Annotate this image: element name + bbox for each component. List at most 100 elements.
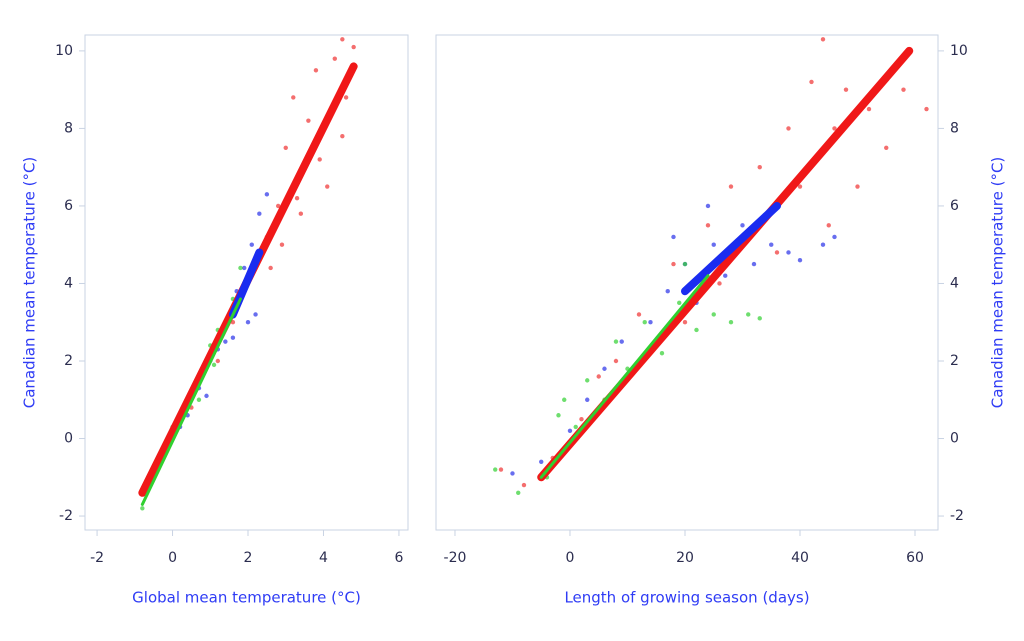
scatter-point [556,413,561,418]
scatter-point [291,95,296,100]
scatter-point [769,242,774,247]
scatter-point [332,56,337,61]
y-tick-label: 0 [64,431,73,447]
scatter-point [325,184,330,189]
scatter-point [665,289,670,294]
fit-line [539,274,710,479]
scatter-point [215,358,221,364]
scatter-point [264,192,270,197]
scatter-point [855,184,860,189]
scatter-point [140,506,145,511]
plot-area [493,37,929,495]
scatter-point [659,351,665,356]
scatter-point [820,37,826,42]
scatter-point [298,211,304,216]
scatter-point [740,223,745,228]
scatter-point [728,184,734,189]
plot-frame [84,34,409,531]
x-tick-label: 40 [791,550,809,566]
y-tick-label: 2 [64,353,73,369]
scatter-point [516,490,521,495]
y-tick-label: 0 [950,431,959,447]
scatter-point [340,37,345,42]
fit-line [680,201,781,296]
scatter-point [751,261,757,267]
x-tick-label: 20 [676,550,694,566]
scatter-point [294,195,300,201]
scatter-point [493,467,498,472]
scatter-point [230,335,236,340]
scatter-point [613,358,619,364]
fit-line [537,46,914,482]
scatter-point [924,106,929,112]
x-tick-label: -2 [90,550,104,566]
scatter-point [820,242,826,247]
scatter-point [677,300,682,306]
scatter-point [613,339,619,344]
scatter-point [211,362,217,368]
scatter-point [253,312,258,317]
scatter-point [340,133,345,139]
scatter-point [682,261,688,267]
scatter-point [498,467,504,472]
x-tick-label: 0 [168,550,177,566]
y-tick-label: 8 [64,120,73,136]
scatter-point [797,184,803,189]
scatter-point [728,320,734,325]
scatter-point [711,312,716,317]
scatter-point [343,95,349,100]
y-tick-label: -2 [59,508,73,524]
scatter-point [746,312,751,317]
scatter-point [619,339,624,344]
scatter-point [901,87,906,92]
scatter-point [521,482,527,488]
scatter-point [510,471,515,476]
scatter-point [723,273,728,278]
scatter-point [283,145,288,150]
scatter-point [351,44,356,50]
scatter-point [757,164,762,170]
plot-frame [435,34,939,531]
scatter-point [648,320,653,325]
x-axis-label: Length of growing season (days) [564,589,809,607]
scatter-point [671,261,676,267]
scatter-point [786,250,791,255]
scatter-point [757,316,762,321]
scatter-point [797,258,803,263]
scatter-point [866,106,872,112]
scatter-point [711,242,716,247]
y-axis-label: Canadian mean temperature (°C) [21,157,39,409]
scatter-point [279,242,285,247]
scatter-point [636,312,642,317]
scatter-point [242,265,247,271]
scatter-point [596,374,601,379]
scatter-point [317,157,322,162]
scatter-point [585,397,590,402]
scatter-point [717,281,722,286]
fit-line [140,297,242,506]
y-tick-label: 4 [950,275,959,291]
y-tick-label: -2 [950,508,964,524]
scatter-point [196,397,202,402]
y-tick-label: 8 [950,120,959,136]
y-tick-label: 4 [64,275,73,291]
scatter-point [238,265,243,271]
scatter-point [562,397,567,402]
x-tick-label: -20 [444,550,467,566]
scatter-point [832,126,837,131]
y-tick-label: 6 [950,198,959,214]
scatter-point [573,424,578,430]
x-tick-label: 0 [566,550,575,566]
scatter-point [826,223,831,228]
y-tick-label: 10 [950,43,968,59]
scatter-point [223,339,228,344]
scatter-point [313,68,319,73]
x-tick-label: 2 [244,550,253,566]
scatter-point [671,234,676,240]
x-tick-label: 4 [319,550,328,566]
scatter-point [682,320,688,325]
scatter-point [257,211,262,216]
scatter-point [567,428,573,433]
scatter-point [268,265,273,271]
plot-area [138,37,358,511]
